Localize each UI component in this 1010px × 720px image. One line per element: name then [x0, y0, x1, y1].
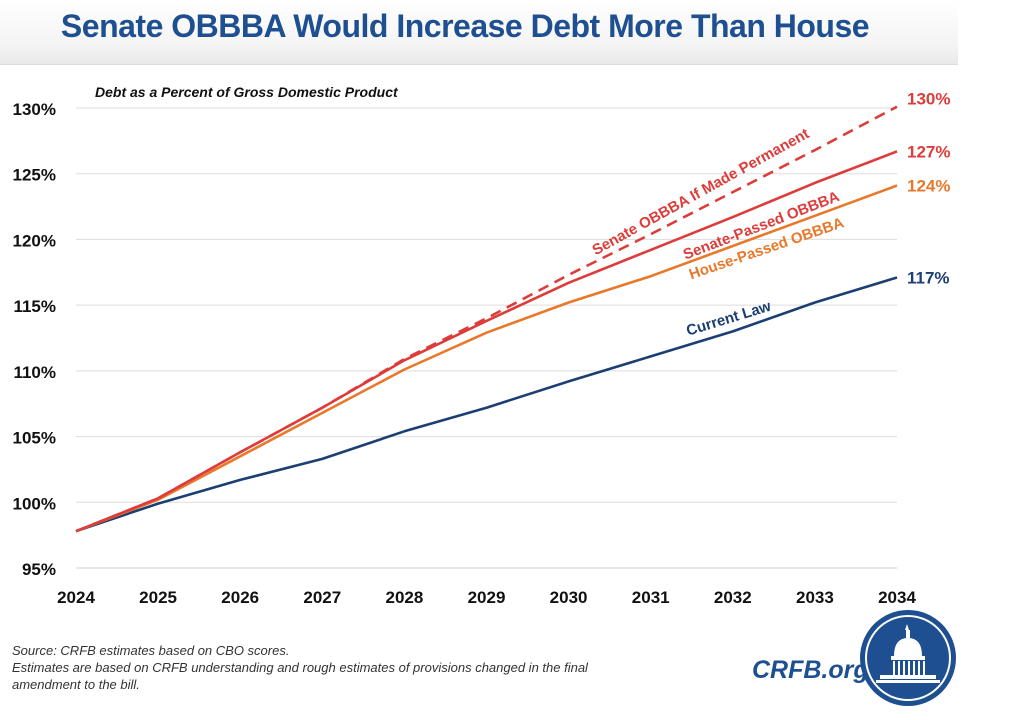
x-tick-label: 2032	[714, 588, 752, 607]
x-tick-label: 2033	[796, 588, 834, 607]
y-tick-label: 130%	[13, 100, 56, 119]
note-line-2: amendment to the bill.	[12, 677, 140, 692]
end-label-current-law: 117%	[907, 269, 950, 288]
capitol-dome-logo-icon	[860, 610, 956, 706]
y-tick-label: 125%	[13, 166, 56, 185]
end-label-senate-passed: 127%	[907, 142, 950, 161]
series-line-current-law	[75, 276, 898, 533]
end-label-house-passed: 124%	[907, 177, 950, 196]
y-tick-label: 95%	[22, 560, 56, 579]
chart-subtitle: Debt as a Percent of Gross Domestic Prod…	[95, 84, 399, 100]
y-axis-ticks: 95% 100% 105% 110% 115% 120% 125% 130%	[13, 100, 56, 579]
gridlines	[76, 107, 897, 503]
y-tick-label: 100%	[13, 494, 56, 513]
x-tick-label: 2025	[139, 588, 177, 607]
end-label-senate-permanent: 130%	[907, 90, 950, 109]
x-tick-label: 2026	[221, 588, 259, 607]
source-note: Source: CRFB estimates based on CBO scor…	[12, 642, 712, 693]
x-tick-label: 2030	[550, 588, 588, 607]
note-line-1: Estimates are based on CRFB understandin…	[12, 660, 588, 675]
series-lines	[75, 105, 898, 533]
y-tick-label: 105%	[13, 429, 56, 448]
series-labels: 117%124%127%130%Current LawHouse-Passed …	[589, 90, 950, 340]
header-banner: Senate OBBBA Would Increase Debt More Th…	[0, 0, 958, 65]
x-tick-label: 2024	[57, 588, 95, 607]
x-tick-label: 2027	[303, 588, 341, 607]
page-title: Senate OBBBA Would Increase Debt More Th…	[60, 8, 870, 44]
x-tick-label: 2029	[468, 588, 506, 607]
series-line-senate-permanent	[75, 105, 898, 533]
series-line-senate-passed	[75, 150, 898, 533]
brand-link[interactable]: CRFB.org	[752, 656, 869, 684]
y-tick-label: 110%	[13, 363, 56, 382]
y-tick-label: 120%	[13, 231, 56, 250]
series-line-house-passed	[75, 184, 898, 533]
y-tick-label: 115%	[13, 297, 56, 316]
x-tick-label: 2031	[632, 588, 670, 607]
x-tick-label: 2034	[878, 588, 916, 607]
x-tick-label: 2028	[385, 588, 423, 607]
source-line: Source: CRFB estimates based on CBO scor…	[12, 643, 290, 658]
x-axis-ticks: 2024 2025 2026 2027 2028 2029 2030 2031 2032 2033…	[57, 588, 916, 607]
